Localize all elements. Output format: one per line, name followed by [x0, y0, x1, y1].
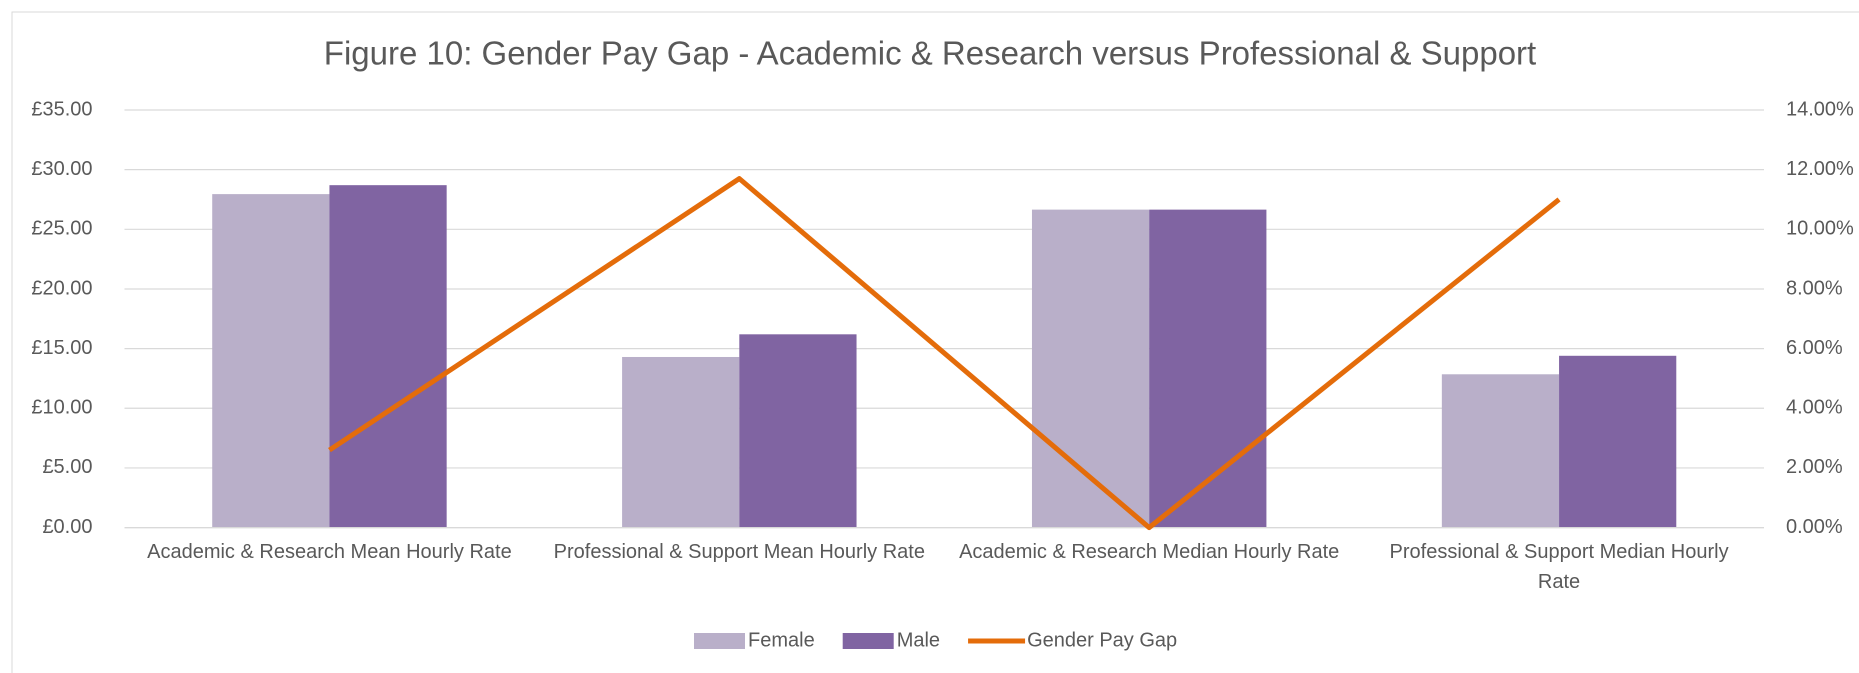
x-tick-label: Academic & Research Mean Hourly Rate [147, 540, 512, 563]
legend-label: Male [897, 629, 940, 651]
y-tick-label: £10.00 [31, 397, 92, 419]
y2-tick-label: 12.00% [1786, 158, 1854, 180]
chart-border [11, 11, 1859, 673]
y-tick-label: £0.00 [42, 516, 92, 538]
legend-label: Female [748, 629, 815, 651]
y-tick-label: £5.00 [42, 456, 92, 478]
y2-tick-label: 14.00% [1786, 98, 1854, 120]
line [328, 176, 1561, 531]
legend-swatch [842, 633, 894, 649]
x-tick-label: Professional & Support Median Hourly Rat… [1389, 540, 1729, 593]
y-tick-label: £35.00 [31, 98, 92, 120]
y2-tick-label: 10.00% [1786, 218, 1854, 240]
y2-tick-label: 4.00% [1786, 397, 1843, 419]
bar [1149, 209, 1267, 528]
y2-tick-label: 6.00% [1786, 337, 1843, 359]
x-tick-label: Academic & Research Median Hourly Rate [959, 540, 1340, 563]
y-tick-label: £25.00 [31, 218, 92, 240]
y-tick-label: £20.00 [31, 277, 92, 299]
legend-swatch [694, 633, 745, 649]
bar [739, 334, 857, 528]
bar [622, 356, 740, 528]
bar [1441, 374, 1560, 528]
legend-label: Gender Pay Gap [1027, 629, 1177, 651]
y2-tick-label: 8.00% [1786, 277, 1843, 299]
y2-tick-label: 2.00% [1786, 456, 1843, 478]
bar [212, 194, 330, 528]
x-tick-label: Professional & Support Mean Hourly Rate [553, 540, 925, 563]
y-tick-label: £30.00 [31, 158, 92, 180]
y-tick-label: £15.00 [31, 337, 92, 359]
chart-title: Figure 10: Gender Pay Gap - Academic & R… [324, 35, 1536, 72]
bar [329, 185, 447, 528]
y2-tick-label: 0.00% [1786, 516, 1843, 538]
bar [1559, 355, 1677, 528]
